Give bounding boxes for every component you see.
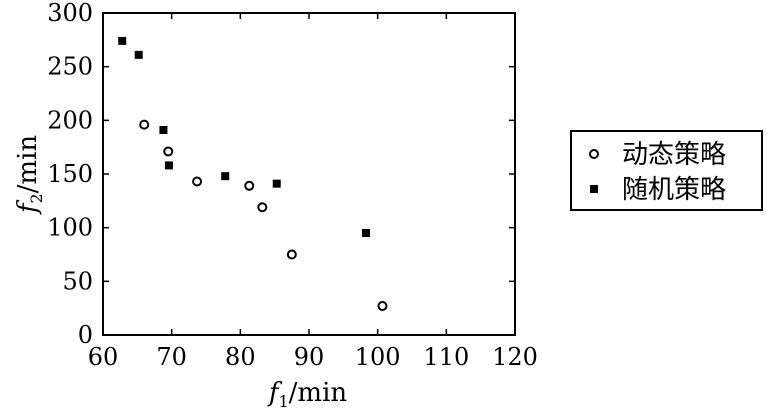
y-tick-label: 50: [62, 267, 93, 295]
y-tick-label: 0: [78, 321, 93, 349]
data-points: [118, 36, 388, 312]
random-strategy-point: [164, 161, 173, 170]
random-strategy-point: [221, 172, 230, 181]
random-strategy-point: [159, 125, 168, 134]
x-tick-label: 110: [423, 343, 469, 371]
y-tick-label: 250: [47, 53, 93, 81]
dynamic-strategy-point: [192, 176, 203, 187]
y-axis-label-unit: /min: [13, 135, 43, 194]
random-strategy-point: [134, 50, 143, 59]
dynamic-strategy-point: [139, 119, 150, 130]
dynamic-strategy-point: [377, 301, 388, 312]
y-tick-labels: 0 50 100 150 200 250 300: [47, 0, 93, 349]
y-tick-label: 100: [47, 214, 93, 242]
plot-frame: [102, 12, 516, 336]
x-tick-label: 80: [225, 343, 256, 371]
y-tick-label: 200: [47, 106, 93, 134]
x-axis-label: f1/min: [267, 378, 348, 411]
legend-label-random: 随机策略: [622, 175, 726, 205]
x-tick-label: 90: [294, 343, 325, 371]
x-axis-label-unit: /min: [289, 378, 348, 408]
x-tick-label: 60: [88, 343, 119, 371]
x-tick-label: 70: [156, 343, 187, 371]
y-axis-label: f2/min: [13, 135, 46, 216]
legend-box: [570, 130, 763, 211]
x-tick-label: 100: [355, 343, 401, 371]
axis-ticks: [102, 12, 516, 336]
x-tick-labels: 60 70 80 90 100 110 120: [88, 343, 538, 371]
legend-circle-marker: [589, 149, 599, 159]
y-tick-label: 150: [47, 160, 93, 188]
x-axis-label-subscript: 1: [278, 392, 288, 411]
dynamic-strategy-point: [286, 249, 297, 260]
y-tick-label: 300: [47, 0, 93, 27]
random-strategy-point: [118, 36, 127, 45]
dynamic-strategy-point: [163, 146, 174, 157]
dynamic-strategy-point: [244, 180, 255, 191]
x-tick-label: 120: [492, 343, 538, 371]
random-strategy-point: [361, 229, 370, 238]
y-axis-label-subscript: 2: [27, 193, 46, 203]
legend-square-marker: [590, 185, 598, 193]
legend-label-dynamic: 动态策略: [622, 140, 726, 170]
dynamic-strategy-point: [257, 202, 268, 213]
legend: 动态策略 随机策略: [570, 130, 763, 211]
random-strategy-point: [272, 179, 281, 188]
